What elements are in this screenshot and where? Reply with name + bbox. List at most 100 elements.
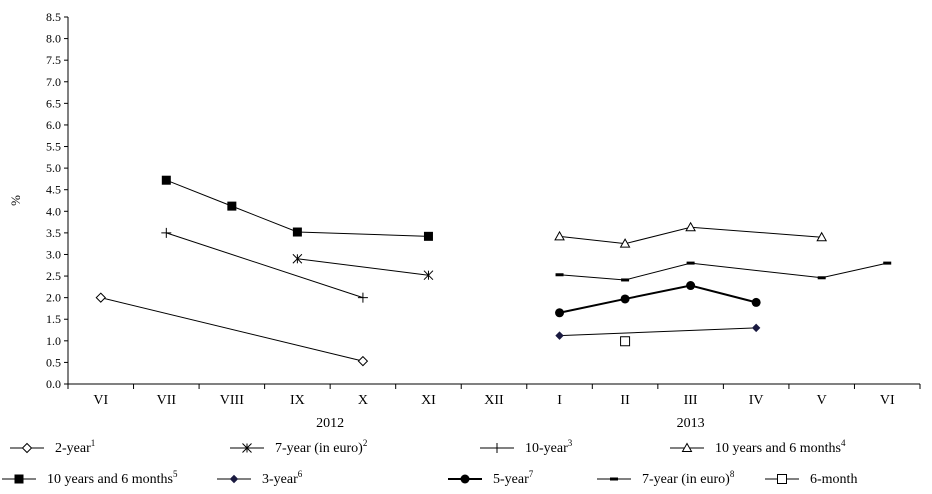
legend: 2-year1 7-year (in euro)2 10-year3 10 years… — [2, 438, 857, 487]
y-tick-label: 5.0 — [46, 161, 61, 175]
legend-label: 7-year (in euro)8 — [642, 469, 735, 487]
series-7 — [555, 261, 892, 282]
series-3 — [554, 221, 828, 248]
data-point — [686, 261, 695, 265]
data-point — [357, 292, 368, 303]
y-tick-label: 7.0 — [46, 75, 61, 89]
x-tick-label: VIII — [220, 393, 244, 408]
data-point — [817, 276, 826, 280]
data-point — [555, 273, 564, 277]
legend-label: 10 years and 6 months5 — [47, 469, 178, 487]
legend-footnote: 8 — [730, 469, 735, 479]
x-tick-label: VI — [93, 393, 108, 408]
legend-item: 10 years and 6 months4 — [670, 438, 846, 456]
legend-label: 3-year6 — [262, 469, 303, 487]
x-tick-label: III — [684, 393, 698, 408]
legend-item: 10-year3 — [480, 438, 573, 456]
legend-label: 7-year (in euro)2 — [275, 438, 367, 456]
legend-footnote: 1 — [91, 438, 96, 448]
data-point — [685, 221, 696, 232]
x-tick-label: XII — [484, 393, 504, 408]
y-axis-label: % — [8, 195, 23, 206]
axes — [64, 16, 921, 389]
data-point — [686, 281, 696, 291]
y-tick-label: 0.0 — [46, 377, 61, 391]
legend-item: 6-month — [765, 472, 857, 487]
data-point — [620, 336, 631, 347]
data-point — [292, 227, 302, 237]
series-0 — [95, 292, 369, 367]
data-point — [751, 297, 761, 307]
y-tick-label: 2.5 — [46, 269, 61, 283]
y-tick-label: 0.5 — [46, 355, 61, 369]
y-tick-label: 3.5 — [46, 226, 61, 240]
series-8 — [620, 336, 631, 347]
legend-marker — [242, 443, 252, 453]
series-line — [559, 284, 757, 314]
legend-item: 10 years and 6 months5 — [2, 469, 178, 487]
y-tick-label: 2.0 — [46, 291, 61, 305]
data-point — [554, 230, 565, 241]
x-tick-label: II — [620, 393, 630, 408]
legend-label: 2-year1 — [55, 438, 95, 456]
x-tick-label: X — [358, 393, 368, 408]
y-tick-label: 6.0 — [46, 118, 61, 132]
x-tick-label: V — [817, 393, 827, 408]
y-tick-label: 4.0 — [46, 204, 61, 218]
data-point — [620, 294, 630, 304]
legend-item: 5-year7 — [448, 469, 534, 487]
data-point — [816, 231, 828, 242]
y-tick-label: 1.5 — [46, 312, 61, 326]
y-tick-label: 8.0 — [46, 32, 61, 46]
legend-marker — [610, 477, 618, 481]
data-point — [423, 231, 433, 241]
legend-footnote: 5 — [173, 469, 178, 479]
legend-footnote: 4 — [841, 438, 846, 448]
series-6 — [555, 281, 761, 318]
y-tick-label: 5.5 — [46, 140, 61, 154]
legend-item: 7-year (in euro)2 — [230, 438, 367, 456]
series-2 — [161, 227, 368, 303]
legend-marker — [14, 474, 24, 484]
series-line — [166, 179, 429, 237]
x-tick-label: XI — [421, 393, 436, 408]
data-point — [95, 292, 106, 303]
tick-labels: 0.0 0.5 1.0 1.5 2.0 2.5 3.0 3.5 4.0 4.5 5.0 5.5 6.0 6… — [8, 10, 895, 431]
y-tick-label: 1.0 — [46, 334, 61, 348]
legend-marker — [21, 442, 33, 454]
legend-footnote: 6 — [298, 469, 303, 479]
data-point — [357, 355, 369, 367]
x-tick-label: IX — [290, 393, 305, 408]
data-point — [423, 270, 434, 281]
data-point — [751, 323, 761, 333]
series-4 — [161, 175, 433, 241]
y-tick-label: 7.5 — [46, 53, 61, 67]
year-label: 2012 — [316, 416, 344, 431]
legend-footnote: 7 — [529, 469, 534, 479]
legend-marker — [681, 442, 693, 452]
data-point — [161, 175, 171, 185]
legend-item: 2-year1 — [10, 438, 95, 456]
data-point — [621, 278, 630, 282]
series-5 — [555, 323, 761, 340]
y-tick-label: 3.0 — [46, 247, 61, 261]
legend-label: 10 years and 6 months4 — [715, 438, 846, 456]
series-line — [559, 226, 822, 245]
y-tick-label: 6.5 — [46, 96, 61, 110]
y-tick-label: 4.5 — [46, 183, 61, 197]
legend-item: 7-year (in euro)8 — [597, 469, 735, 487]
series-1 — [292, 253, 434, 281]
series-line — [559, 262, 888, 281]
legend-marker — [777, 474, 787, 484]
data-point — [292, 253, 303, 264]
series-line — [559, 327, 757, 337]
x-tick-label: VII — [157, 393, 177, 408]
data-point — [555, 308, 565, 318]
data-point — [883, 261, 892, 265]
legend-footnote: 3 — [568, 438, 573, 448]
series-line — [166, 232, 364, 299]
legend-footnote: 2 — [363, 438, 368, 448]
legend-marker — [492, 443, 502, 453]
y-tick-label: 8.5 — [46, 10, 61, 24]
